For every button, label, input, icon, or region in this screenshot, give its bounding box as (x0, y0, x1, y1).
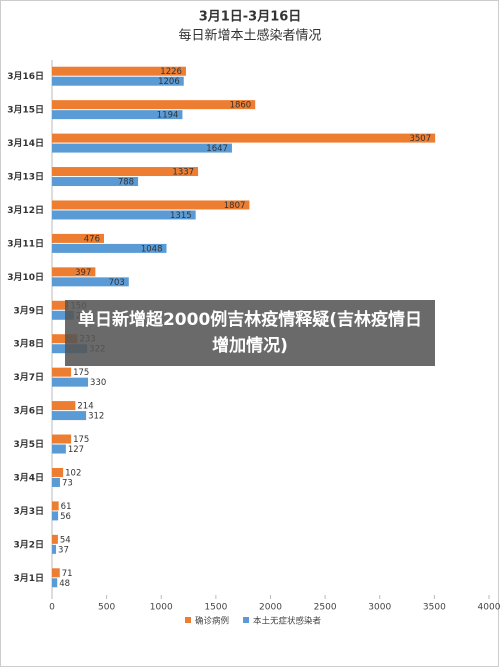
x-tick-label: 4000 (478, 603, 500, 613)
value-label: 175 (73, 435, 89, 445)
bar (52, 300, 69, 310)
bar (52, 367, 72, 377)
x-tick-label: 3500 (423, 603, 446, 613)
bar (52, 434, 72, 444)
bar (52, 133, 436, 143)
bar (52, 544, 57, 554)
x-tick-label: 1000 (150, 603, 173, 613)
value-label: 397 (75, 268, 91, 278)
x-tick-label: 1500 (204, 603, 227, 613)
bar (52, 143, 232, 153)
legend-label: 本土无症状感染者 (253, 616, 322, 627)
bar (52, 467, 64, 477)
legend-swatch (243, 617, 250, 623)
value-label: 788 (118, 178, 134, 188)
value-label: 56 (60, 512, 71, 522)
chart-title: 3月1日-3月16日 (199, 10, 302, 25)
x-tick-label: 500 (98, 603, 115, 613)
y-tick-label: 3月6日 (13, 406, 44, 417)
value-label: 214 (77, 402, 93, 412)
bar (52, 66, 186, 76)
value-label: 102 (65, 468, 81, 478)
bar (52, 310, 74, 320)
bar (52, 200, 250, 210)
bar (52, 401, 76, 411)
bar (52, 100, 256, 110)
bar (52, 277, 129, 287)
bar (52, 177, 139, 187)
value-label: 703 (109, 278, 125, 288)
value-label: 1807 (224, 201, 246, 211)
x-tick-label: 0 (49, 603, 55, 613)
y-tick-label: 3月2日 (13, 539, 44, 550)
y-tick-label: 3月1日 (13, 573, 44, 584)
value-label: 71 (62, 569, 73, 579)
y-tick-label: 3月14日 (7, 138, 44, 149)
x-tick-label: 3000 (368, 603, 391, 613)
value-label: 1194 (157, 111, 179, 121)
value-label: 1315 (170, 211, 192, 221)
x-tick-label: 2500 (314, 603, 337, 613)
value-label: 1226 (160, 67, 182, 77)
bar (52, 233, 105, 243)
y-tick-label: 3月11日 (7, 238, 44, 249)
chart-subtitle: 每日新增本土感染者情况 (178, 28, 321, 44)
bar (52, 477, 60, 487)
bar (52, 534, 58, 544)
y-tick-label: 3月8日 (13, 339, 44, 350)
value-label: 1337 (172, 168, 194, 178)
value-label: 1647 (206, 144, 228, 154)
bar (52, 243, 167, 253)
y-tick-label: 3月9日 (13, 305, 44, 316)
y-tick-label: 3月3日 (13, 506, 44, 517)
y-tick-label: 3月15日 (7, 105, 44, 116)
value-label: 312 (88, 412, 104, 422)
value-label: 61 (61, 502, 72, 512)
bar (52, 267, 96, 277)
x-tick-label: 2000 (259, 603, 282, 613)
bar (52, 568, 60, 578)
bar (52, 167, 199, 177)
y-tick-label: 3月7日 (13, 372, 44, 383)
value-label: 73 (62, 478, 73, 488)
value-label: 1048 (141, 244, 163, 254)
legend-swatch (185, 617, 191, 623)
y-tick-label: 3月10日 (7, 272, 44, 283)
bar (52, 444, 66, 454)
legend-label: 确诊病例 (195, 616, 229, 627)
y-tick-label: 3月5日 (13, 439, 44, 450)
bar (52, 411, 87, 421)
bar (52, 511, 59, 521)
value-label: 1860 (230, 101, 252, 111)
value-label: 54 (60, 535, 71, 545)
value-label: 1206 (158, 77, 180, 87)
value-label: 48 (59, 579, 70, 589)
value-label: 3507 (409, 134, 431, 144)
bar (52, 377, 89, 387)
bar (52, 76, 184, 86)
bar (52, 210, 196, 220)
bar (52, 334, 78, 344)
y-tick-label: 3月13日 (7, 172, 44, 183)
bar (52, 578, 58, 588)
value-label: 37 (58, 545, 69, 555)
value-label: 476 (84, 234, 100, 244)
bar (52, 501, 59, 511)
y-tick-label: 3月4日 (13, 472, 44, 483)
y-tick-label: 3月16日 (7, 71, 44, 82)
y-tick-label: 3月12日 (7, 205, 44, 216)
overlay-caption: 单日新增超2000例吉林疫情释疑(吉林疫情日增加情况) (65, 300, 435, 366)
bar (52, 110, 183, 120)
value-label: 127 (68, 445, 84, 455)
value-label: 175 (73, 368, 89, 378)
value-label: 330 (90, 378, 106, 388)
